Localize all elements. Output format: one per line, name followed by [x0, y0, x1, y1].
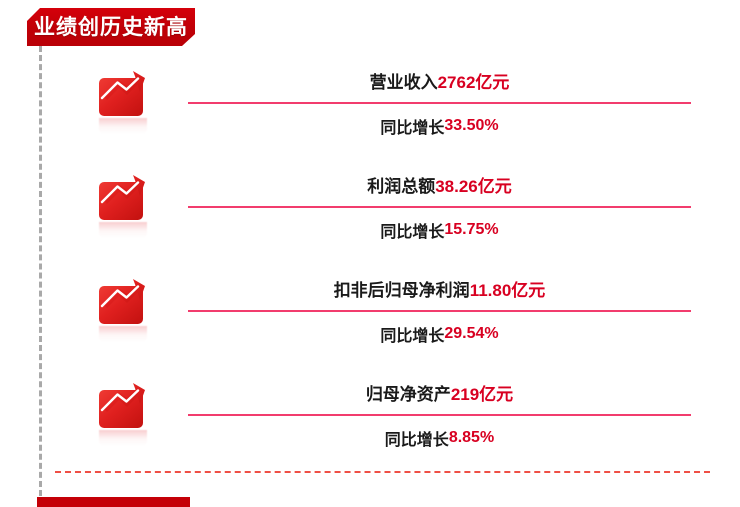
metric-row: 利润总额 38.26亿元 同比增长 15.75% [0, 161, 740, 265]
page-title-banner: 业绩创历史新高 [27, 8, 195, 46]
metric-row-text: 归母净资产 219亿元 同比增长 8.85% [188, 369, 691, 473]
metric-value: 2762亿元 [437, 73, 510, 92]
upward-trend-chart-icon-glyph [99, 71, 145, 116]
metric-label: 利润总额 [367, 177, 436, 196]
icon-reflection [99, 222, 147, 238]
metric-row-text: 扣非后归母净利润 11.80亿元 同比增长 29.54% [188, 265, 691, 369]
metric-label: 归母净资产 [365, 385, 451, 404]
growth-value: 33.50% [444, 117, 499, 134]
icon-reflection [99, 118, 147, 134]
growth-label: 同比增长 [380, 120, 445, 137]
growth-label: 同比增长 [380, 328, 445, 345]
metric-row: 扣非后归母净利润 11.80亿元 同比增长 29.54% [0, 265, 740, 369]
page-title: 业绩创历史新高 [34, 16, 188, 39]
metric-row-text: 营业收入 2762亿元 同比增长 33.50% [188, 57, 691, 161]
row-separator [188, 102, 691, 104]
growth-headline: 同比增长 8.85% [188, 417, 691, 459]
upward-trend-chart-icon [97, 172, 149, 238]
row-separator [188, 414, 691, 416]
metrics-list: 营业收入 2762亿元 同比增长 33.50% [0, 57, 740, 473]
metric-label: 扣非后归母净利润 [333, 281, 470, 300]
icon-reflection [99, 430, 147, 446]
growth-value: 29.54% [444, 325, 499, 342]
growth-label: 同比增长 [384, 432, 449, 449]
metric-row-text: 利润总额 38.26亿元 同比增长 15.75% [188, 161, 691, 265]
growth-value: 8.85% [448, 429, 495, 446]
upward-trend-chart-icon [97, 380, 149, 446]
metric-value: 38.26亿元 [435, 177, 512, 196]
growth-headline: 同比增长 29.54% [188, 313, 691, 355]
metric-label: 营业收入 [369, 73, 438, 92]
metric-headline: 利润总额 38.26亿元 [188, 163, 691, 206]
row-separator [188, 206, 691, 208]
metric-headline: 归母净资产 219亿元 [188, 371, 691, 414]
metric-headline: 扣非后归母净利润 11.80亿元 [188, 267, 691, 310]
vertical-dashed-spine [39, 46, 42, 496]
growth-headline: 同比增长 33.50% [188, 105, 691, 147]
row-separator [188, 310, 691, 312]
metric-value: 219亿元 [450, 385, 514, 404]
growth-value: 15.75% [444, 221, 499, 238]
upward-trend-chart-icon-glyph [99, 383, 145, 428]
upward-trend-chart-icon [97, 276, 149, 342]
growth-label: 同比增长 [380, 224, 445, 241]
bottom-red-bar [37, 497, 190, 507]
metric-row: 归母净资产 219亿元 同比增长 8.85% [0, 369, 740, 473]
upward-trend-chart-icon [97, 68, 149, 134]
bottom-dashed-divider [55, 471, 710, 473]
metric-row: 营业收入 2762亿元 同比增长 33.50% [0, 57, 740, 161]
metric-headline: 营业收入 2762亿元 [188, 59, 691, 102]
icon-reflection [99, 326, 147, 342]
growth-headline: 同比增长 15.75% [188, 209, 691, 251]
upward-trend-chart-icon-glyph [99, 175, 145, 220]
upward-trend-chart-icon-glyph [99, 279, 145, 324]
metric-value: 11.80亿元 [469, 281, 546, 300]
